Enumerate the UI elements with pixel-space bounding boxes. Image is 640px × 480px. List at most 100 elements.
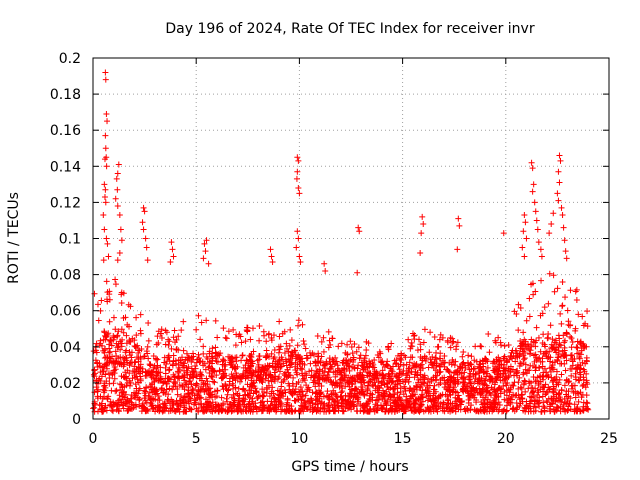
data-point	[133, 373, 140, 380]
x-tick-label: 20	[497, 431, 515, 447]
data-point	[126, 362, 133, 369]
data-point	[344, 351, 351, 358]
data-point	[545, 300, 552, 307]
data-point	[120, 290, 127, 297]
data-point	[431, 400, 438, 407]
data-point	[349, 363, 356, 370]
data-point	[528, 336, 535, 343]
data-point	[169, 361, 176, 368]
data-point	[425, 408, 432, 415]
y-tick-label: 0.2	[59, 51, 81, 67]
data-point	[253, 388, 260, 395]
data-point	[224, 408, 231, 415]
data-point	[505, 342, 512, 349]
y-tick-label: 0.18	[50, 87, 81, 103]
data-point	[247, 352, 254, 359]
data-point	[268, 390, 275, 397]
data-point	[162, 327, 169, 334]
data-point	[202, 366, 209, 373]
data-point	[538, 253, 545, 260]
data-point	[400, 367, 407, 374]
data-point	[228, 394, 235, 401]
data-point	[386, 407, 393, 414]
data-point	[579, 383, 586, 390]
data-point	[384, 383, 391, 390]
data-point	[103, 365, 110, 372]
data-point	[155, 393, 162, 400]
data-point	[516, 351, 523, 358]
data-point	[185, 354, 192, 361]
data-point	[361, 359, 368, 366]
data-point	[412, 400, 419, 407]
data-point	[559, 303, 566, 310]
data-point	[415, 336, 422, 343]
data-point	[572, 327, 579, 334]
data-point	[386, 391, 393, 398]
data-point	[554, 379, 561, 386]
data-point	[545, 384, 552, 391]
data-point	[361, 379, 368, 386]
data-point	[409, 362, 416, 369]
data-point	[162, 341, 169, 348]
data-point	[407, 342, 414, 349]
data-point	[102, 199, 109, 206]
data-point	[360, 408, 367, 415]
data-point	[175, 403, 182, 410]
data-point	[385, 371, 392, 378]
data-point	[110, 380, 117, 387]
data-point	[320, 348, 327, 355]
data-point	[521, 377, 528, 384]
x-tick-label: 10	[290, 431, 308, 447]
data-point	[246, 400, 253, 407]
data-point	[288, 349, 295, 356]
data-point	[302, 345, 309, 352]
data-point	[422, 407, 429, 414]
data-point	[103, 163, 110, 170]
data-point	[447, 391, 454, 398]
data-point	[517, 400, 524, 407]
data-point	[143, 384, 150, 391]
data-point	[326, 408, 333, 415]
data-point	[275, 391, 282, 398]
data-point	[333, 393, 340, 400]
data-point	[240, 385, 247, 392]
data-point	[387, 402, 394, 409]
data-point	[440, 400, 447, 407]
data-point	[325, 328, 332, 335]
data-point	[191, 397, 198, 404]
data-point	[519, 348, 526, 355]
data-point	[94, 380, 101, 387]
data-point	[563, 357, 570, 364]
data-point	[120, 405, 127, 412]
data-point	[195, 312, 202, 319]
data-point	[574, 338, 581, 345]
data-point	[92, 357, 99, 364]
data-point	[493, 356, 500, 363]
data-point	[137, 354, 144, 361]
data-point	[556, 390, 563, 397]
data-point	[378, 371, 385, 378]
data-point	[298, 396, 305, 403]
data-point	[417, 376, 424, 383]
data-point	[314, 358, 321, 365]
data-point	[480, 406, 487, 413]
data-point	[338, 340, 345, 347]
data-point	[131, 343, 138, 350]
data-point	[429, 403, 436, 410]
data-point	[364, 382, 371, 389]
data-point	[397, 397, 404, 404]
data-point	[371, 364, 378, 371]
data-point	[230, 326, 237, 333]
data-point	[394, 381, 401, 388]
data-point	[98, 405, 105, 412]
data-point	[495, 399, 502, 406]
data-point	[439, 357, 446, 364]
y-tick-label: 0.16	[50, 123, 81, 139]
data-point	[111, 401, 118, 408]
data-point	[575, 398, 582, 405]
data-point	[432, 402, 439, 409]
data-point	[205, 260, 212, 267]
data-point	[296, 253, 303, 260]
data-point	[150, 353, 157, 360]
